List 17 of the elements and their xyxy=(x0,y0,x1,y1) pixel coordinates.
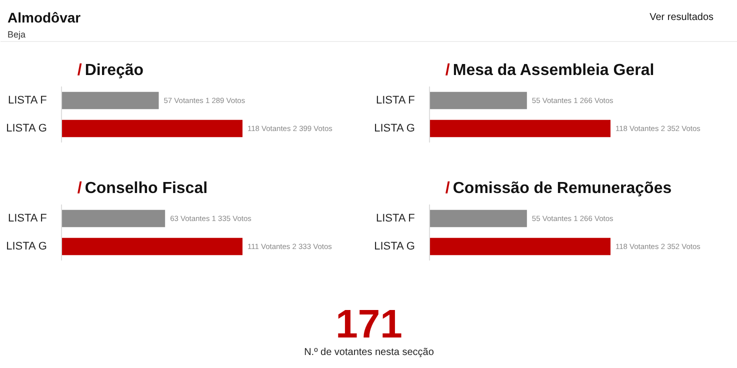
y-tick-label: LISTA G xyxy=(6,122,47,134)
chart-title: / Conselho Fiscal xyxy=(77,180,208,197)
text: 171 xyxy=(336,302,402,346)
chart-title: / Comissão de Remunerações xyxy=(445,180,672,197)
y-tick-label: LISTA F xyxy=(8,94,48,106)
text: N.º de votantes nesta secção xyxy=(304,347,434,358)
chart-title: / Mesa da Assembleia Geral xyxy=(445,62,654,79)
y-tick-label: LISTA F xyxy=(376,212,416,224)
y-tick-label: LISTA F xyxy=(8,212,48,224)
y-tick-label: LISTA G xyxy=(374,240,415,252)
chart-title: / Direção xyxy=(77,62,144,79)
text: Ver resultados xyxy=(650,12,714,23)
text: Beja xyxy=(8,30,26,40)
y-tick-label: LISTA F xyxy=(376,94,416,106)
text: Almodôvar xyxy=(8,10,82,26)
y-tick-label: LISTA G xyxy=(6,240,47,252)
y-tick-label: LISTA G xyxy=(374,122,415,134)
